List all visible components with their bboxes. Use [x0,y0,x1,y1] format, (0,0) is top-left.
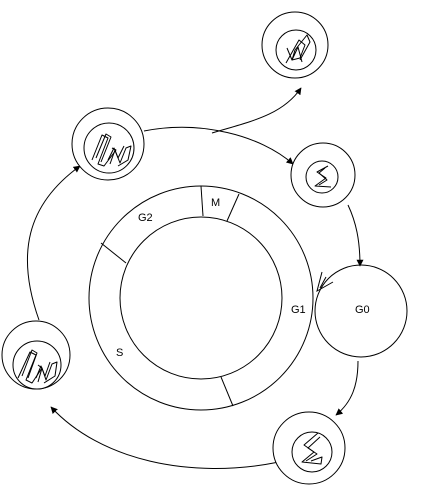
g0-return-arrow [319,276,327,289]
arrow-left-to-top-left [26,165,81,321]
arrow-top-left-to-right [143,126,294,165]
cell-top-right [261,11,329,79]
phase-label-m: M [211,197,220,209]
arrow-bottom-right-to-left [50,406,280,469]
phase-label-g2: G2 [138,212,153,224]
cell-nucleus [275,29,317,71]
arrow-right-to-g0 [347,204,364,267]
phase-label-g0: G0 [355,304,370,316]
chromosome-icon [285,34,311,64]
connector-arrows [26,87,364,469]
cell-left [1,320,71,390]
divider-m-right [226,193,240,222]
divider-m-left [200,185,204,217]
cell-bottom-right [272,411,346,485]
chromosome-icon [301,432,323,465]
cycle-ring [88,185,314,411]
chromosome-icon [17,349,58,384]
cell-top-left [71,107,145,181]
ring-inner [119,216,283,380]
chromosome-icon [314,165,332,188]
cell-nucleus [12,340,62,390]
cell-nucleus [305,160,339,194]
cell-right [290,142,356,208]
divider-g2-s [100,242,127,264]
phase-label-g1: G1 [291,304,306,316]
arrow-g0-to-bottom-right [335,360,359,416]
g0-node: G0 [314,264,408,358]
g0-return-arrowhead [316,271,334,293]
phase-label-s: S [116,347,123,359]
arrow-top-left-to-top-right [211,87,302,134]
divider-s-g1 [220,376,234,407]
chromosome-icon [91,133,132,167]
